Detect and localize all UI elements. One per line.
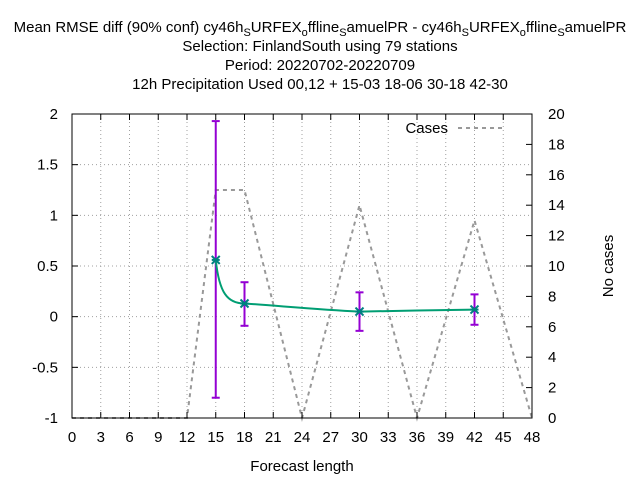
x-tick-label: 24 — [294, 429, 311, 446]
title-subscript: o — [520, 27, 526, 39]
x-tick-label: 0 — [68, 429, 76, 446]
x-tick-label: 9 — [154, 429, 162, 446]
y2-tick-label: 12 — [548, 228, 565, 245]
title-subscript: S — [243, 27, 250, 39]
title-line: Selection: FinlandSouth using 79 station… — [182, 38, 457, 55]
x-tick-label: 36 — [409, 429, 426, 446]
legend-label-cases: Cases — [405, 120, 448, 137]
title-text: Mean RMSE diff (90% conf) cy46h — [14, 19, 244, 36]
y2-tick-label: 18 — [548, 136, 565, 153]
axis-ticks: 0 3 6 9 12 15 18 21 24 27 30 33 36 39 42 45 48-1-0.500.5… — [32, 106, 565, 446]
x-tick-label: 30 — [351, 429, 368, 446]
title-text: 12h Precipitation Used 00,12 + 15-03 18-… — [132, 76, 508, 93]
y-tick-label: 0 — [50, 309, 58, 326]
title-subscript: S — [339, 27, 346, 39]
y-tick-label: 0.5 — [37, 258, 58, 275]
title-text: amuelPR - cy46h — [347, 19, 462, 36]
x-tick-label: 45 — [495, 429, 512, 446]
rmse-diff-series — [211, 255, 480, 317]
title-line: 12h Precipitation Used 00,12 + 15-03 18-… — [132, 76, 508, 93]
x-tick-label: 18 — [236, 429, 253, 446]
data-point-marker — [239, 298, 250, 309]
x-tick-label: 42 — [466, 429, 483, 446]
rmse-diff-line — [214, 259, 475, 313]
x-axis-label: Forecast length — [250, 458, 353, 475]
title-text: URFEX — [469, 19, 520, 36]
title-text: URFEX — [251, 19, 302, 36]
x-tick-label: 33 — [380, 429, 397, 446]
data-point-marker — [211, 255, 221, 265]
legend: Cases — [405, 120, 506, 137]
x-tick-label: 12 — [179, 429, 196, 446]
data-point-marker — [354, 306, 365, 317]
title-subscript: S — [557, 27, 564, 39]
x-tick-label: 48 — [524, 429, 541, 446]
y2-tick-label: 16 — [548, 167, 565, 184]
title-line: Period: 20220702-20220709 — [225, 57, 415, 74]
y-tick-label: -0.5 — [32, 359, 58, 376]
x-tick-label: 15 — [207, 429, 224, 446]
x-tick-label: 3 — [97, 429, 105, 446]
y2-tick-label: 20 — [548, 106, 565, 123]
y2-tick-label: 10 — [548, 258, 565, 275]
y2-tick-label: 0 — [548, 410, 556, 427]
title-text: Selection: FinlandSouth using 79 station… — [182, 38, 457, 55]
title-text: amuelPR — [565, 19, 627, 36]
chart-title: Mean RMSE diff (90% conf) cy46hSURFEXoff… — [14, 19, 627, 93]
title-text: ffline — [308, 19, 339, 36]
y2-tick-label: 2 — [548, 380, 556, 397]
title-subscript: o — [302, 27, 308, 39]
title-text: Period: 20220702-20220709 — [225, 57, 415, 74]
title-text: ffline — [526, 19, 557, 36]
y-tick-label: 1.5 — [37, 157, 58, 174]
y2-tick-label: 14 — [548, 197, 565, 214]
y2-axis-label: No cases — [600, 235, 617, 298]
x-tick-label: 6 — [125, 429, 133, 446]
y-tick-label: -1 — [45, 410, 58, 427]
y-tick-label: 1 — [50, 207, 58, 224]
title-subscript: S — [462, 27, 469, 39]
y2-tick-label: 6 — [548, 319, 556, 336]
x-tick-label: 27 — [322, 429, 339, 446]
y-tick-label: 2 — [50, 106, 58, 123]
y2-tick-label: 8 — [548, 288, 556, 305]
y2-tick-label: 4 — [548, 349, 556, 366]
x-tick-label: 39 — [437, 429, 454, 446]
data-point-marker — [469, 304, 480, 315]
x-tick-label: 21 — [265, 429, 282, 446]
title-line: Mean RMSE diff (90% conf) cy46hSURFEXoff… — [14, 19, 627, 39]
